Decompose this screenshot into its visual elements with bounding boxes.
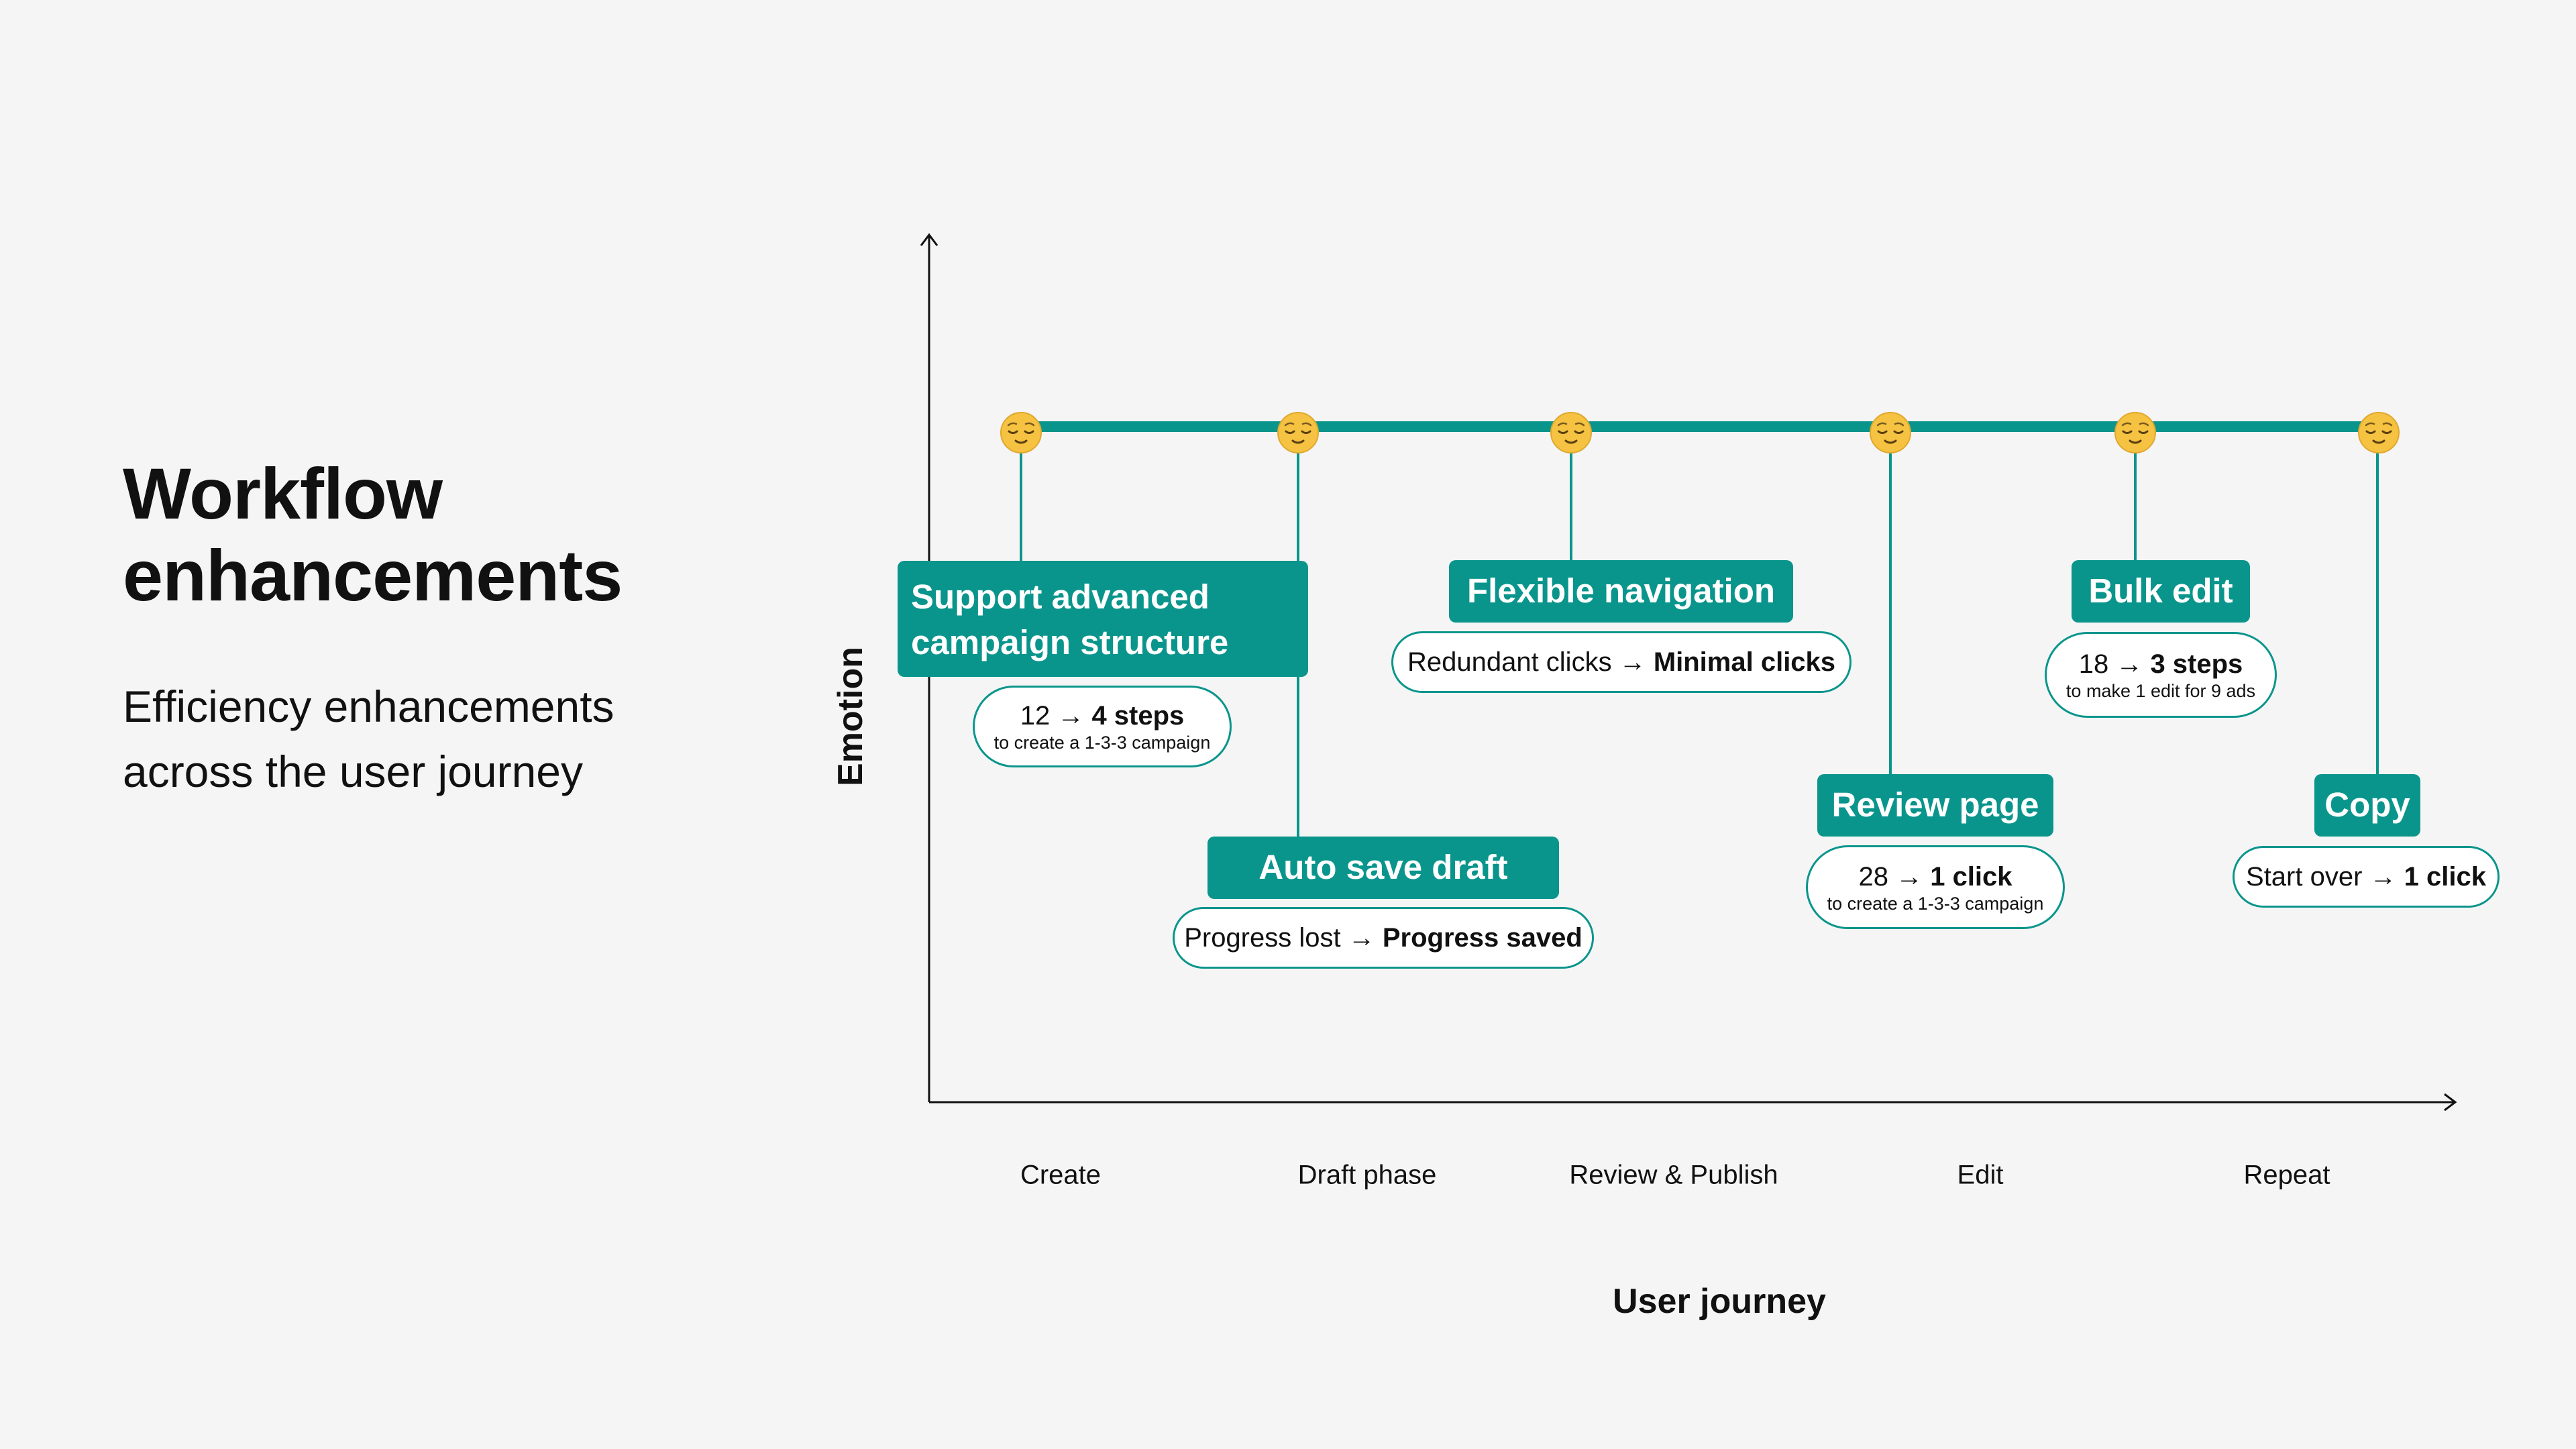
stage-label-review-publish: Review & Publish (1569, 1160, 1778, 1190)
stage-label-repeat: Repeat (2243, 1160, 2330, 1190)
metric-pill-review-page: 28 → 1 click to create a 1-3-3 campaign (1806, 845, 2065, 929)
enhancement-title: Bulk edit (2088, 572, 2233, 610)
metric-note: to create a 1-3-3 campaign (1827, 893, 2044, 914)
enhancement-title: Auto save draft (1258, 848, 1508, 886)
page-title: Workflow enhancements (123, 453, 623, 616)
enhancement-title-line-2: campaign structure (911, 623, 1229, 661)
x-axis-label: User journey (1613, 1282, 1826, 1321)
metric-after: Progress saved (1382, 923, 1582, 953)
metric-before: Redundant clicks → (1407, 647, 1646, 677)
page-title-line-1: Workflow (123, 453, 443, 534)
enhancement-card-copy: Copy (2314, 774, 2420, 837)
metric-before: Start over → (2246, 862, 2397, 892)
metric-before: Progress lost → (1184, 923, 1375, 953)
relieved-face-icon (1276, 411, 1320, 455)
relieved-face-icon (2357, 411, 2401, 455)
page-subtitle-line-2: across the user journey (123, 747, 584, 796)
relieved-face-icon (1549, 411, 1593, 455)
metric-after: 4 steps (1091, 701, 1185, 731)
metric-after: 3 steps (2150, 649, 2243, 679)
metric-main: Start over → 1 click (2246, 861, 2486, 893)
metric-main: 12 → 4 steps (1020, 700, 1185, 732)
metric-pill-advanced-campaign-structure: 12 → 4 steps to create a 1-3-3 campaign (973, 686, 1232, 767)
metric-pill-bulk-edit: 18 → 3 steps to make 1 edit for 9 ads (2045, 632, 2277, 718)
enhancement-card-bulk-edit: Bulk edit (2072, 560, 2250, 623)
metric-after: 1 click (2404, 862, 2486, 892)
enhancement-card-review-page: Review page (1817, 774, 2053, 837)
metric-before: 28 → (1858, 861, 1923, 892)
enhancement-title: Flexible navigation (1466, 572, 1776, 610)
metric-main: 28 → 1 click (1858, 861, 2012, 893)
enhancement-card-auto-save-draft: Auto save draft (1208, 837, 1559, 899)
metric-after: 1 click (1930, 861, 2012, 892)
metric-before: 12 → (1020, 701, 1085, 731)
page-title-line-2: enhancements (123, 535, 623, 616)
metric-pill-copy: Start over → 1 click (2233, 846, 2500, 908)
enhancement-title: Review page (1831, 786, 2039, 824)
stage-label-draft-phase: Draft phase (1297, 1160, 1437, 1190)
page-subtitle-line-1: Efficiency enhancements (123, 682, 614, 731)
connectors (1020, 443, 2379, 839)
relieved-face-icon (2113, 411, 2157, 455)
metric-main: 18 → 3 steps (2079, 648, 2243, 680)
stage-label-create: Create (1020, 1160, 1102, 1190)
y-axis-label: Emotion (831, 647, 870, 786)
metric-pill-flexible-navigation: Redundant clicks → Minimal clicks (1391, 631, 1851, 693)
enhancement-card-flexible-navigation: Flexible navigation (1449, 560, 1793, 623)
enhancement-card-advanced-campaign-structure: Support advanced campaign structure (898, 561, 1308, 677)
metric-after: Minimal clicks (1653, 647, 1836, 677)
metric-note: to make 1 edit for 9 ads (2065, 681, 2256, 701)
page-subtitle: Efficiency enhancements across the user … (123, 674, 614, 804)
y-axis-arrowhead (920, 233, 938, 246)
metric-main: Progress lost → Progress saved (1184, 922, 1582, 954)
enhancement-title-line-1: Support advanced (911, 578, 1210, 616)
relieved-face-icon (999, 411, 1043, 455)
metric-main: Redundant clicks → Minimal clicks (1407, 646, 1835, 678)
metric-before: 18 → (2078, 649, 2143, 679)
x-axis-arrowhead (2444, 1093, 2457, 1112)
metric-pill-auto-save-draft: Progress lost → Progress saved (1173, 907, 1594, 969)
metric-note: to create a 1-3-3 campaign (994, 733, 1211, 753)
enhancement-title: Copy (2324, 786, 2410, 824)
stage-label-edit: Edit (1957, 1160, 2004, 1190)
relieved-face-icon (1868, 411, 1913, 455)
